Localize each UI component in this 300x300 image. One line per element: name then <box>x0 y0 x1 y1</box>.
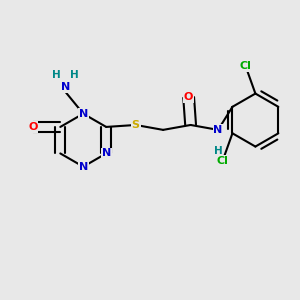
Text: H: H <box>214 146 223 157</box>
Text: N: N <box>79 162 88 172</box>
Text: N: N <box>214 125 223 135</box>
Text: N: N <box>102 148 111 158</box>
Text: H: H <box>70 70 79 80</box>
Text: H: H <box>52 70 61 80</box>
Text: N: N <box>61 82 70 92</box>
Text: N: N <box>79 109 88 119</box>
Text: Cl: Cl <box>240 61 251 71</box>
Text: S: S <box>132 120 140 130</box>
Text: O: O <box>28 122 38 132</box>
Text: O: O <box>184 92 193 103</box>
Text: Cl: Cl <box>217 156 229 166</box>
